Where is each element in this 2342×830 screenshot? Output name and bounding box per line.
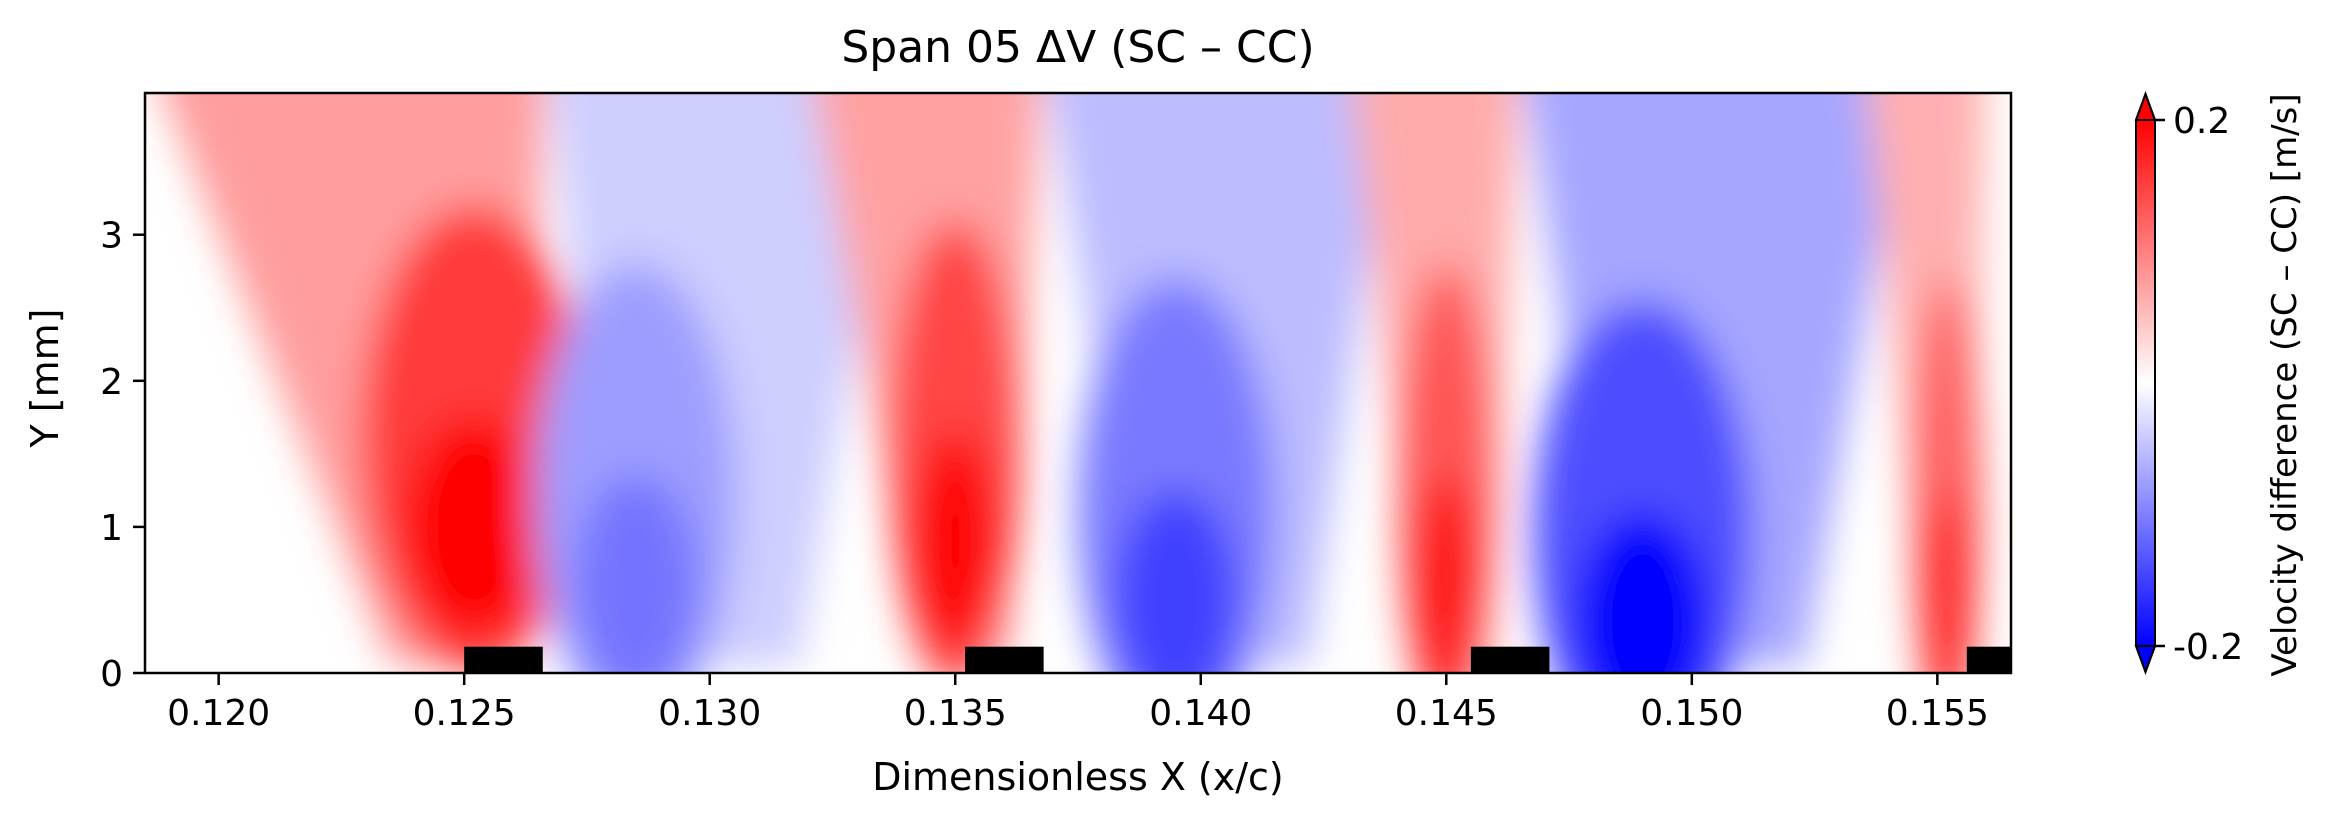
field-peak bbox=[1575, 512, 1710, 673]
field-peak bbox=[1116, 490, 1237, 673]
field-peak bbox=[1926, 490, 1969, 673]
plot-area bbox=[145, 93, 2011, 673]
x-tick-label: 0.125 bbox=[413, 693, 516, 734]
x-tick-label: 0.150 bbox=[1640, 693, 1743, 734]
x-tick-label: 0.135 bbox=[904, 693, 1007, 734]
field-peak bbox=[575, 475, 697, 673]
colorbar-ticks: 0.2 -0.2 bbox=[2155, 101, 2243, 668]
colorbar-label: Velocity difference (SC – CC) [m/s] bbox=[2265, 93, 2305, 676]
wall-block bbox=[965, 646, 1044, 673]
colorbar-extend-low bbox=[2134, 645, 2157, 675]
y-axis: 0 1 2 3 bbox=[100, 216, 145, 695]
field-peak bbox=[1417, 475, 1476, 673]
y-tick-label: 0 bbox=[100, 654, 123, 695]
colorbar-extend-high bbox=[2134, 91, 2157, 121]
x-tick-label: 0.120 bbox=[167, 693, 270, 734]
colorbar-tick-label: 0.2 bbox=[2173, 101, 2230, 142]
y-axis-label: Y [mm] bbox=[23, 309, 67, 449]
y-tick-label: 1 bbox=[100, 508, 123, 549]
y-tick-label: 3 bbox=[100, 216, 123, 257]
chart-title: Span 05 ΔV (SC – CC) bbox=[841, 22, 1314, 73]
wall-blocks bbox=[464, 646, 2011, 673]
x-axis-label: Dimensionless X (x/c) bbox=[872, 755, 1284, 799]
colorbar-gradient bbox=[2136, 120, 2155, 646]
field-peak bbox=[405, 417, 543, 637]
velocity-difference-field bbox=[162, 93, 1986, 673]
colorbar-tick-label: -0.2 bbox=[2173, 627, 2243, 668]
wall-block bbox=[1470, 646, 1550, 673]
x-axis: 0.120 0.125 0.130 0.135 0.140 0.145 0.150 0.155 bbox=[167, 673, 1989, 734]
colorbar: 0.2 -0.2 bbox=[2134, 91, 2243, 675]
wall-block bbox=[464, 646, 543, 673]
x-tick-label: 0.155 bbox=[1886, 693, 1989, 734]
field-peak bbox=[915, 431, 996, 652]
y-tick-label: 2 bbox=[100, 362, 123, 403]
plot-frame bbox=[143, 91, 2013, 675]
x-tick-label: 0.140 bbox=[1149, 693, 1252, 734]
x-tick-label: 0.145 bbox=[1395, 693, 1498, 734]
wall-block bbox=[1966, 646, 2011, 673]
x-tick-label: 0.130 bbox=[658, 693, 761, 734]
